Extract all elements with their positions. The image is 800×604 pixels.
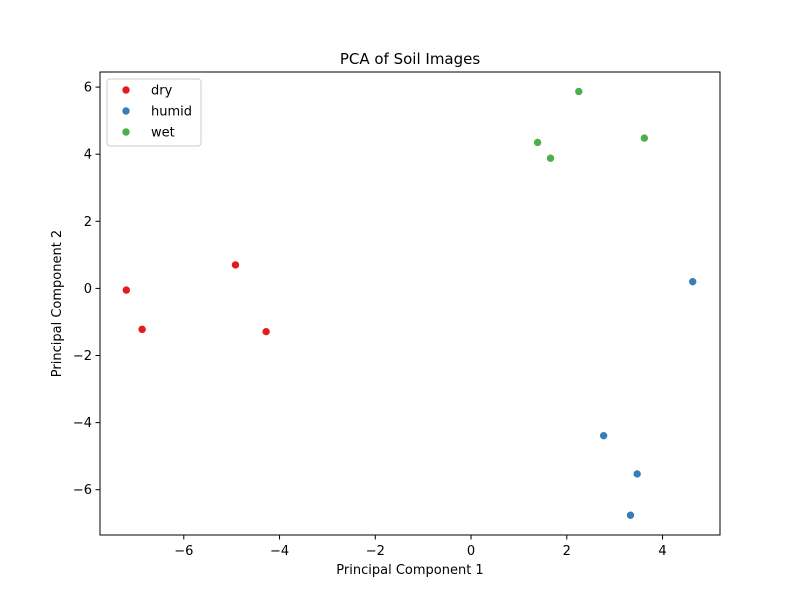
x-tick-label: 0 bbox=[467, 544, 475, 559]
legend-marker-humid bbox=[121, 106, 131, 116]
y-tick-label: 6 bbox=[84, 81, 92, 96]
legend-box bbox=[106, 78, 202, 147]
data-point-dry bbox=[231, 260, 240, 270]
y-axis-label: Principal Component 2 bbox=[50, 230, 65, 377]
data-point-dry bbox=[261, 327, 271, 336]
legend-label-wet: wet bbox=[151, 126, 175, 141]
y-tick-label: −4 bbox=[73, 416, 92, 431]
x-tick-label: −4 bbox=[270, 544, 289, 559]
chart-title: PCA of Soil Images bbox=[340, 50, 481, 68]
data-point-humid bbox=[632, 469, 642, 479]
legend-label-humid: humid bbox=[151, 105, 192, 120]
plot-frame bbox=[99, 71, 721, 536]
data-point-wet bbox=[640, 133, 649, 143]
y-tick-label: −6 bbox=[73, 483, 92, 498]
y-tick-label: 0 bbox=[84, 282, 92, 297]
x-axis-label: Principal Component 1 bbox=[336, 563, 483, 578]
legend-marker-wet bbox=[121, 127, 131, 137]
data-point-dry bbox=[122, 285, 131, 295]
data-point-dry bbox=[137, 325, 147, 334]
data-point-humid bbox=[599, 431, 608, 440]
x-tick-label: 4 bbox=[658, 544, 666, 559]
data-point-wet bbox=[546, 153, 555, 163]
x-tick-label: 2 bbox=[563, 544, 571, 559]
axis-ticks: −6 −4 −2 0 2 4 −6 −4 −2 0 2 4 6 bbox=[73, 81, 667, 559]
legend-marker-dry bbox=[121, 85, 131, 95]
legend: dry humid wet bbox=[106, 78, 202, 147]
x-tick-label: −2 bbox=[366, 544, 385, 559]
x-tick-label: −6 bbox=[174, 544, 193, 559]
y-tick-label: 2 bbox=[84, 215, 92, 230]
data-point-humid bbox=[688, 277, 698, 286]
data-point-humid bbox=[626, 510, 635, 520]
data-point-wet bbox=[574, 87, 584, 96]
y-tick-label: −2 bbox=[73, 349, 92, 364]
data-point-wet bbox=[533, 138, 542, 147]
data-points bbox=[122, 87, 698, 520]
legend-label-dry: dry bbox=[151, 84, 173, 99]
y-tick-label: 4 bbox=[84, 148, 92, 163]
